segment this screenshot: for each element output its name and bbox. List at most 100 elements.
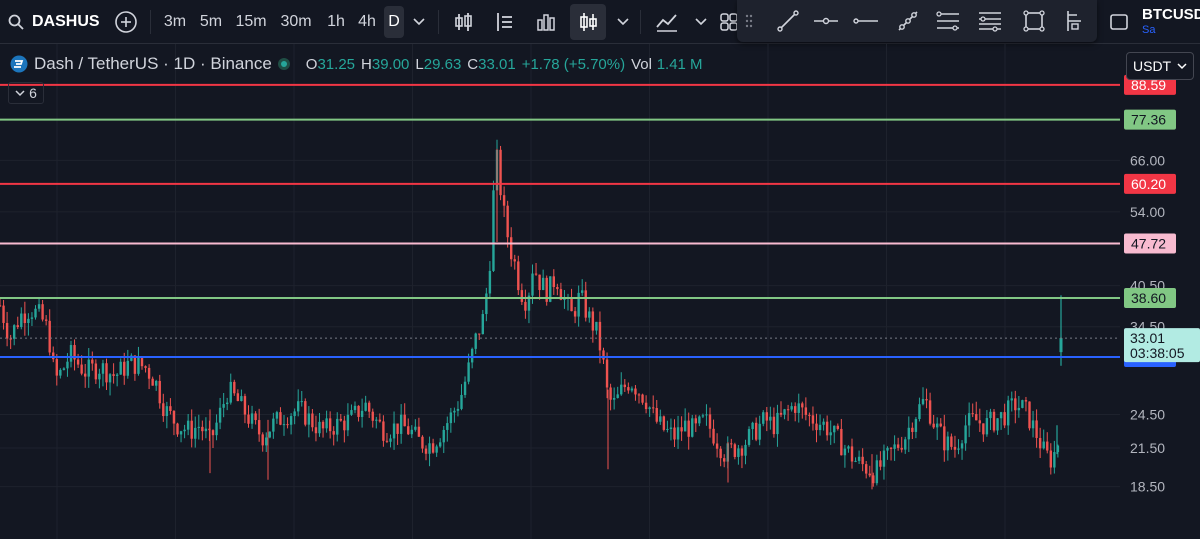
candle-body (368, 402, 371, 412)
interval-30m[interactable]: 30m (280, 13, 312, 30)
search-icon (8, 14, 24, 30)
candle-body (506, 205, 509, 238)
candle-body (453, 410, 456, 413)
candle-body (517, 261, 520, 291)
candle-body (815, 423, 818, 431)
candle-body (541, 277, 545, 291)
candle-body (794, 406, 797, 413)
candle-body (169, 406, 172, 412)
chart-type-dropdown[interactable] (612, 0, 634, 44)
candle-body (691, 418, 694, 437)
level-price-tag (1124, 109, 1176, 130)
interval-4h[interactable]: 4h (358, 13, 376, 30)
columns-button[interactable] (530, 0, 562, 44)
candle-body (992, 411, 996, 431)
candle-body (804, 407, 808, 415)
candle-body (865, 464, 868, 474)
interval-1h[interactable]: 1h (327, 13, 345, 30)
candle-body (108, 374, 112, 383)
candle-body (907, 427, 910, 440)
polyline-tool[interactable] (891, 0, 925, 42)
candle-body (659, 416, 662, 422)
candles-button[interactable] (570, 4, 606, 40)
candle-body (652, 407, 655, 409)
candle-body (598, 321, 602, 351)
fib-retracement-icon (979, 12, 1001, 32)
level-price-tag-label: 60.20 (1131, 176, 1166, 192)
candle-body (680, 427, 683, 432)
trend-line-tool[interactable] (771, 0, 805, 42)
candle-body (733, 444, 737, 457)
high-key: H (361, 56, 372, 73)
candle-body (98, 373, 101, 380)
interval-d[interactable]: D (384, 6, 404, 38)
candle-body (403, 414, 406, 427)
candle-body (23, 313, 27, 324)
candle-body (570, 297, 573, 312)
candle-body (872, 475, 875, 484)
horizontal-line-icon (853, 18, 878, 24)
candle-body (364, 402, 367, 411)
interval-5m[interactable]: 5m (199, 13, 223, 30)
candle-body (2, 305, 5, 323)
candle-body (854, 460, 857, 462)
horizontal-ray-tool[interactable] (809, 0, 843, 42)
long-position-tool[interactable] (1057, 0, 1091, 42)
fib-retracement-tool[interactable] (973, 0, 1007, 42)
drag-handle-icon (745, 14, 753, 28)
candle-body (978, 420, 981, 424)
candle-body (762, 412, 765, 424)
candle-body (456, 408, 460, 411)
bar-chart-button[interactable] (448, 0, 480, 44)
candle-body (715, 443, 719, 449)
currency-select[interactable]: USDT (1126, 52, 1194, 80)
candle-body (1049, 450, 1052, 468)
candle-body (34, 308, 37, 318)
candle-body (87, 359, 90, 377)
candle-body (520, 290, 524, 302)
candle-body (126, 360, 129, 376)
candle-body (176, 423, 179, 435)
parallel-channel-tool[interactable] (931, 0, 965, 42)
compare-symbol-button[interactable] (110, 0, 142, 44)
candle-body (953, 446, 957, 450)
candle-body (868, 473, 871, 476)
price-tick-label: 66.00 (1130, 152, 1165, 168)
layout-icon (720, 13, 738, 31)
interval-dropdown[interactable] (408, 0, 430, 44)
candle-body (921, 399, 925, 405)
candle-body (623, 384, 626, 388)
candle-body (346, 414, 350, 431)
candle-body (84, 373, 87, 377)
candle-body (293, 411, 296, 417)
candle-body (1031, 420, 1035, 429)
candle-body (847, 446, 850, 449)
chevron-down-icon (1177, 62, 1187, 69)
candle-body (531, 273, 534, 296)
indicators-collapse-button[interactable]: 6 (8, 82, 44, 104)
candle-body (545, 277, 548, 302)
candle-body (1014, 398, 1017, 411)
symbol-search-button[interactable]: DASHUS (8, 0, 100, 44)
compare-symbol-tab[interactable]: BTCUSD (1142, 6, 1200, 23)
candle-body (481, 314, 484, 335)
candle-body (115, 374, 119, 376)
candle-body (172, 411, 176, 424)
candle-body (66, 361, 69, 369)
interval-3m[interactable]: 3m (163, 13, 187, 30)
candle-body (1017, 407, 1021, 411)
candle-body (69, 345, 73, 362)
snapshot-button[interactable] (1104, 0, 1134, 44)
drawing-toolbar-drag-handle[interactable] (737, 0, 761, 42)
indicators-count: 6 (29, 85, 37, 101)
candle-body (896, 444, 900, 448)
horizontal-line-tool[interactable] (849, 0, 883, 42)
hollow-candles-button[interactable] (488, 0, 520, 44)
indicators-dropdown[interactable] (690, 0, 712, 44)
low-value: 29.63 (423, 56, 462, 73)
interval-15m[interactable]: 15m (235, 13, 267, 30)
rectangle-tool[interactable] (1017, 0, 1051, 42)
candle-body (250, 413, 254, 424)
indicators-button[interactable] (650, 0, 684, 44)
